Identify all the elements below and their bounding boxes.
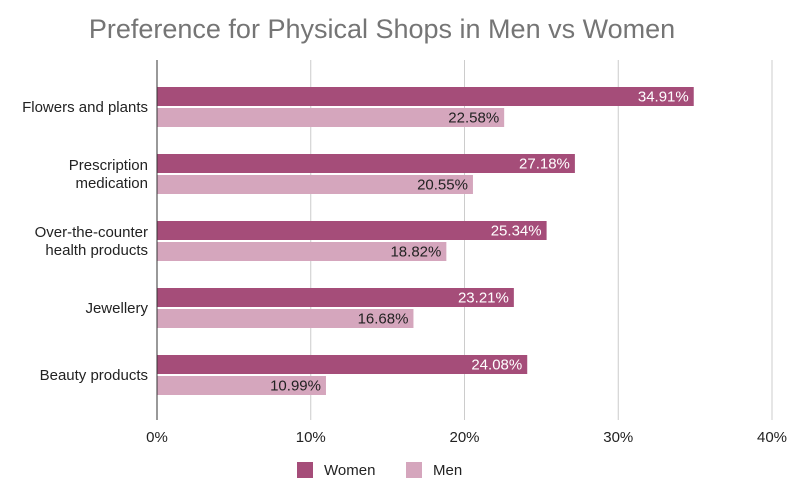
chart-title: Preference for Physical Shops in Men vs … bbox=[89, 14, 675, 44]
bar-women bbox=[157, 288, 514, 307]
bars: 34.91% 22.58% 27.18% 20.55% 25.34% 18.82% 23.2… bbox=[157, 87, 694, 395]
data-label-men: 22.58% bbox=[448, 110, 499, 127]
data-label-women: 24.08% bbox=[471, 357, 522, 374]
x-axis-tick-labels: 0% 10% 20% 30% 40% bbox=[146, 429, 787, 446]
data-label-men: 20.55% bbox=[417, 177, 468, 194]
data-label-women: 27.18% bbox=[519, 156, 570, 173]
legend-swatch-women bbox=[297, 462, 313, 478]
legend-label-women: Women bbox=[324, 462, 375, 479]
category-label: Flowers and plants bbox=[22, 99, 148, 116]
category-label: health products bbox=[45, 242, 148, 259]
x-tick-label: 40% bbox=[757, 429, 787, 446]
legend: Women Men bbox=[297, 462, 462, 479]
category-label: Over-the-counter bbox=[35, 224, 148, 241]
category-label: Prescription bbox=[69, 157, 148, 174]
data-label-men: 10.99% bbox=[270, 378, 321, 395]
bar-men bbox=[157, 108, 505, 127]
x-tick-label: 30% bbox=[603, 429, 633, 446]
bar-women bbox=[157, 221, 547, 240]
data-label-women: 34.91% bbox=[638, 89, 689, 106]
x-tick-label: 20% bbox=[449, 429, 479, 446]
bar-women bbox=[157, 355, 528, 374]
category-labels: Flowers and plants Prescriptionmedication… bbox=[22, 99, 148, 384]
legend-swatch-men bbox=[406, 462, 422, 478]
bar-men bbox=[157, 309, 414, 328]
category-label: Beauty products bbox=[40, 367, 148, 384]
bar-women bbox=[157, 87, 694, 106]
legend-label-men: Men bbox=[433, 462, 462, 479]
data-label-women: 23.21% bbox=[458, 290, 509, 307]
bar-men bbox=[157, 242, 447, 261]
data-label-men: 18.82% bbox=[390, 244, 441, 261]
category-label: Jewellery bbox=[85, 300, 148, 317]
bar-men bbox=[157, 175, 473, 194]
bar-men bbox=[157, 376, 326, 395]
bar-women bbox=[157, 154, 575, 173]
data-label-women: 25.34% bbox=[491, 223, 542, 240]
category-label: medication bbox=[75, 175, 148, 192]
data-label-men: 16.68% bbox=[358, 311, 409, 328]
x-tick-label: 10% bbox=[296, 429, 326, 446]
x-tick-label: 0% bbox=[146, 429, 168, 446]
